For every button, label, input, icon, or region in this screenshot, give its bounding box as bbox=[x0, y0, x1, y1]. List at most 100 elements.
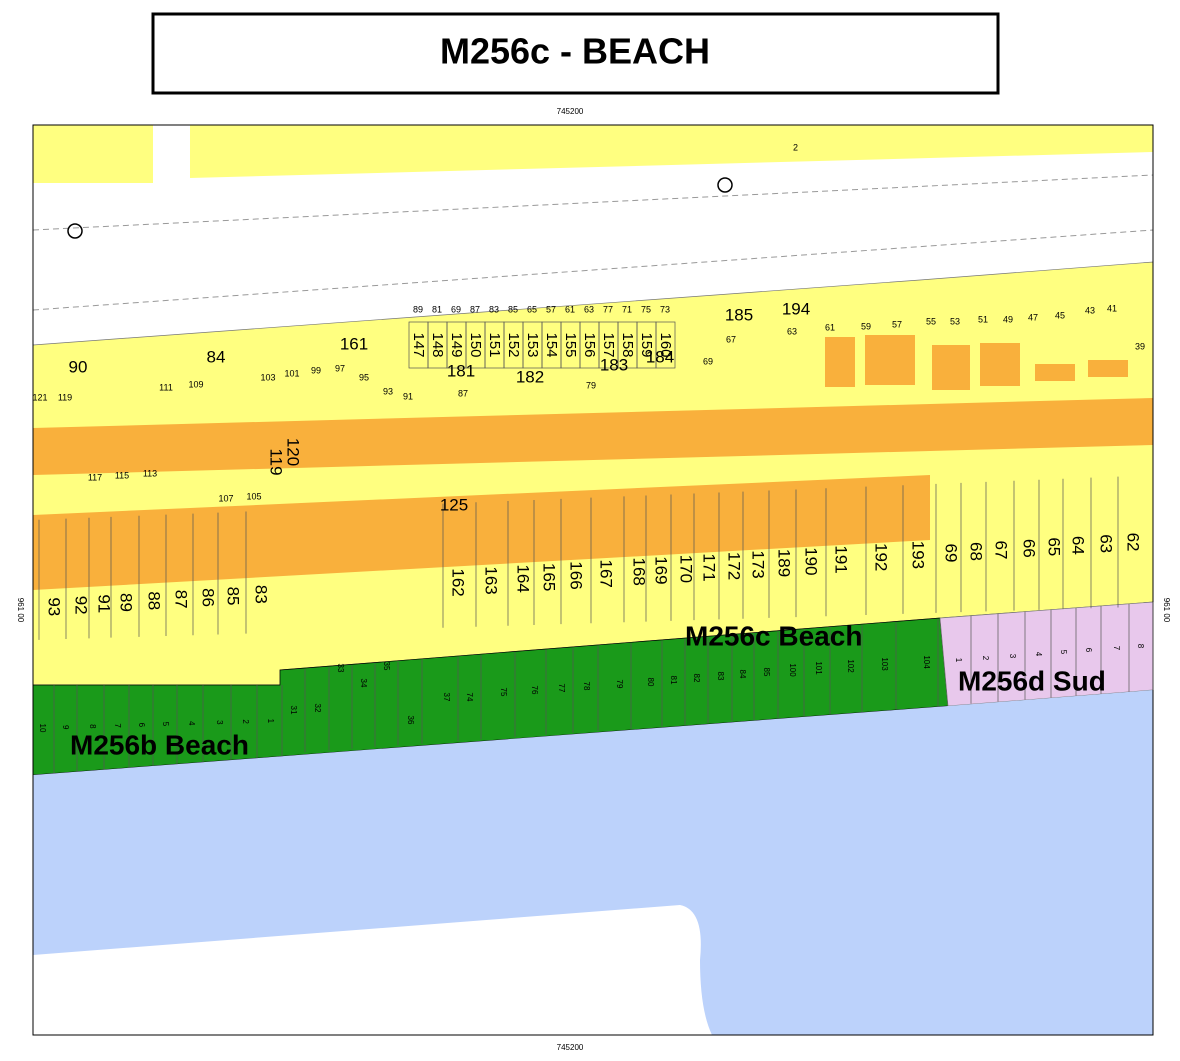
street-number: 95 bbox=[359, 372, 369, 382]
parcel-label: 168 bbox=[630, 558, 649, 586]
parcel-label: 148 bbox=[429, 332, 446, 357]
lot-label: 100 bbox=[788, 663, 797, 677]
street-number: 97 bbox=[335, 363, 345, 373]
lot-label: 80 bbox=[646, 678, 655, 687]
street-number: 57 bbox=[892, 319, 902, 329]
parcel-label: 93 bbox=[45, 597, 64, 616]
parcel-label: 164 bbox=[514, 564, 533, 592]
parcel-label: 150 bbox=[467, 332, 484, 357]
parcel-label: 165 bbox=[540, 563, 559, 591]
lot-label: 9 bbox=[61, 725, 70, 730]
parcel-label: 69 bbox=[942, 544, 961, 563]
lot-label: 81 bbox=[669, 676, 678, 685]
lot-label: 82 bbox=[692, 674, 701, 683]
parcel-label: 194 bbox=[782, 299, 810, 318]
parcel-label: 192 bbox=[872, 543, 891, 571]
title-box bbox=[151, 12, 1000, 95]
parcel-label: 147 bbox=[410, 332, 427, 357]
lot-label: 1 bbox=[266, 719, 275, 724]
street-number: 121 bbox=[32, 392, 47, 402]
lot-label: 4 bbox=[187, 721, 196, 726]
buildings bbox=[33, 398, 1153, 475]
lot-label: 35 bbox=[382, 662, 391, 671]
lot-label: 10 bbox=[38, 724, 47, 733]
street-number: 45 bbox=[1055, 310, 1065, 320]
parcel-label: 65 bbox=[1045, 537, 1064, 556]
lot-label: 32 bbox=[313, 704, 322, 713]
parcel-label: 160 bbox=[657, 332, 674, 357]
street-number: 87 bbox=[470, 304, 480, 314]
building bbox=[932, 345, 970, 390]
street-number: 93 bbox=[383, 386, 393, 396]
street-number: 71 bbox=[622, 304, 632, 314]
parcel-label: 66 bbox=[1020, 539, 1039, 558]
street-number: 49 bbox=[1003, 314, 1013, 324]
parcel-label: 183 bbox=[600, 355, 628, 374]
lot-label: 101 bbox=[814, 661, 823, 675]
parcel-box bbox=[655, 321, 676, 369]
coord-label: 745200 bbox=[557, 1043, 584, 1052]
lot-label: 5 bbox=[161, 722, 170, 727]
lot-label: 74 bbox=[465, 693, 474, 702]
lot-label: 8 bbox=[1136, 644, 1145, 649]
parcel-label: 68 bbox=[967, 542, 986, 561]
marker bbox=[67, 223, 83, 239]
lot-label: 36 bbox=[406, 716, 415, 725]
street-number: 73 bbox=[660, 304, 670, 314]
lot-label: 8 bbox=[88, 724, 97, 729]
parcel-label: 193 bbox=[909, 541, 928, 569]
parcel-label: 156 bbox=[581, 332, 598, 357]
lot-label: 2 bbox=[981, 656, 990, 661]
building bbox=[825, 337, 855, 387]
lot-label: 77 bbox=[557, 684, 566, 693]
coord-label: 745200 bbox=[557, 107, 584, 116]
street-number: 61 bbox=[565, 304, 575, 314]
street-number: 53 bbox=[950, 316, 960, 326]
street-number: 67 bbox=[726, 334, 736, 344]
lot-label: 76 bbox=[530, 686, 539, 695]
parcel-label: 155 bbox=[562, 332, 579, 357]
street-number: 57 bbox=[546, 304, 556, 314]
parcel-label: 153 bbox=[524, 332, 541, 357]
lot-label: 79 bbox=[615, 680, 624, 689]
parcel-label: 120 bbox=[284, 438, 303, 466]
lot-label: 34 bbox=[359, 679, 368, 688]
street-number: 87 bbox=[458, 388, 468, 398]
parcel-label: 64 bbox=[1069, 536, 1088, 555]
street-number: 111 bbox=[159, 382, 173, 392]
parcel-label: 87 bbox=[172, 590, 191, 609]
parcel-label: 90 bbox=[69, 357, 88, 376]
lot-label: 102 bbox=[846, 659, 855, 673]
road-number: 2 bbox=[793, 142, 798, 152]
parcel-label: 83 bbox=[252, 585, 271, 604]
street-number: 69 bbox=[451, 304, 461, 314]
parcel-label: 162 bbox=[449, 568, 468, 596]
lot-label: 3 bbox=[1008, 654, 1017, 659]
parcel-label: 184 bbox=[646, 347, 674, 366]
street-number: 101 bbox=[284, 368, 299, 378]
lot-label: 5 bbox=[1059, 650, 1068, 655]
street-number: 75 bbox=[641, 304, 651, 314]
parcel-label: 125 bbox=[440, 495, 468, 514]
building bbox=[980, 343, 1020, 386]
block bbox=[190, 125, 1153, 178]
parcel-label: 161 bbox=[340, 334, 368, 353]
street-number: 47 bbox=[1028, 312, 1038, 322]
street-number: 41 bbox=[1107, 303, 1117, 313]
parcel-label: 166 bbox=[567, 561, 586, 589]
parcel-label: 182 bbox=[516, 367, 544, 386]
parcel-label: 63 bbox=[1097, 534, 1116, 553]
street-number: 43 bbox=[1085, 305, 1095, 315]
street-number: 39 bbox=[1135, 341, 1145, 351]
parcel-label: 185 bbox=[725, 305, 753, 324]
street-number: 63 bbox=[787, 326, 797, 336]
lot-label: 37 bbox=[442, 693, 451, 702]
parcel-label: 181 bbox=[447, 361, 475, 380]
street-number: 83 bbox=[489, 304, 499, 314]
parcel-label: 159 bbox=[638, 332, 655, 357]
lot-label: 7 bbox=[1112, 646, 1121, 651]
parcel-label: 89 bbox=[117, 593, 136, 612]
parcel-label: 67 bbox=[992, 541, 1011, 560]
marker bbox=[717, 177, 733, 193]
